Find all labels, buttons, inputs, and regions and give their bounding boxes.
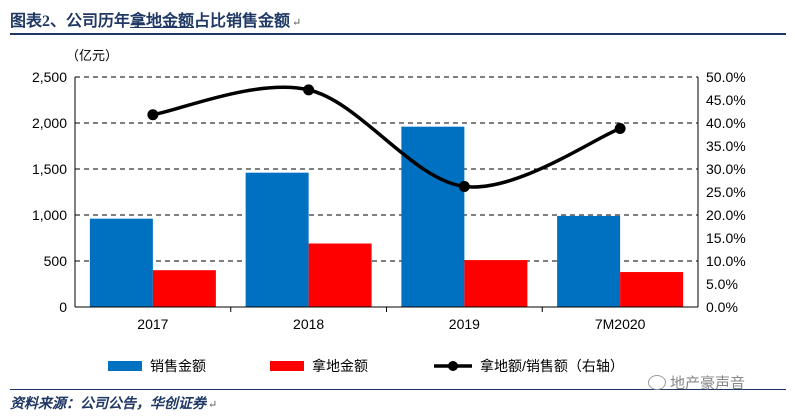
legend-label: 拿地额/销售额（右轴）: [480, 358, 624, 374]
bar-7M2020-0: [557, 215, 621, 307]
right-tick-label: 40.0%: [706, 115, 746, 131]
right-tick-label: 30.0%: [706, 161, 746, 177]
title-suffix: 占比销售金额: [194, 13, 291, 30]
left-tick-label: 500: [44, 253, 68, 269]
bar-2017-1: [152, 270, 216, 307]
right-tick-label: 20.0%: [706, 207, 746, 223]
watermark-text: 地产豪声音: [670, 375, 746, 392]
legend-label: 拿地金额: [312, 358, 368, 374]
return-mark: ↵: [292, 17, 302, 29]
right-tick-label: 25.0%: [706, 184, 746, 200]
left-tick-label: 0: [59, 299, 67, 315]
category-label: 7M2020: [595, 316, 646, 332]
legend-marker: [448, 361, 458, 371]
bar-2019-0: [401, 126, 465, 308]
right-tick-label: 50.0%: [706, 69, 746, 85]
left-tick-label: 1,500: [32, 161, 67, 177]
ratio-point-2018: [303, 84, 315, 96]
category-label: 2017: [137, 316, 168, 332]
right-tick-label: 0.0%: [706, 299, 738, 315]
right-tick-label: 15.0%: [706, 230, 746, 246]
category-label: 2019: [449, 316, 480, 332]
right-tick-label: 5.0%: [706, 276, 738, 292]
left-tick-label: 1,000: [32, 207, 67, 223]
source-rule: [10, 389, 786, 390]
title-rule: [10, 33, 786, 35]
legend-label: 销售金额: [150, 358, 206, 374]
bar-2018-0: [245, 172, 309, 307]
ratio-point-2019: [458, 180, 470, 192]
source-note: 资料来源：公司公告，华创证券 ↵: [10, 393, 217, 413]
bar-2017-0: [89, 218, 153, 307]
return-mark-source: ↵: [208, 399, 218, 411]
ratio-line: [147, 84, 626, 192]
chart-title: 图表2、公司历年拿地金额占比销售金额 ↵: [10, 7, 301, 31]
axes: 0 500 1,000 1,500 2,000 2,500 0.0% 5.0% 10.0% 15.…: [32, 69, 746, 332]
bars: [89, 126, 684, 308]
left-tick-label: 2,000: [32, 115, 67, 131]
legend-swatch: [108, 361, 142, 371]
category-label: 2018: [293, 316, 324, 332]
legend-swatch: [270, 361, 304, 371]
right-tick-label: 10.0%: [706, 253, 746, 269]
ratio-point-2017: [147, 109, 159, 121]
bar-2018-1: [308, 243, 372, 307]
right-tick-label: 35.0%: [706, 138, 746, 154]
title-prefix: 图表2、公司历年: [10, 13, 131, 30]
bar-2019-1: [464, 260, 528, 307]
gridlines: [75, 76, 698, 262]
right-tick-label: 45.0%: [706, 92, 746, 108]
title-underlined: 拿地金额: [130, 13, 195, 30]
source-text: 资料来源：公司公告，华创证券: [10, 397, 206, 412]
watermark: 地产豪声音: [648, 372, 745, 393]
legend: 销售金额 拿地金额 拿地额/销售额（右轴）: [108, 358, 624, 374]
bar-7M2020-1: [620, 272, 684, 307]
ratio-point-7M2020: [614, 123, 626, 135]
wechat-icon: [648, 375, 666, 390]
unit-label: （亿元）: [66, 48, 118, 63]
left-tick-label: 2,500: [32, 69, 67, 85]
ratio-line-path: [152, 85, 621, 189]
